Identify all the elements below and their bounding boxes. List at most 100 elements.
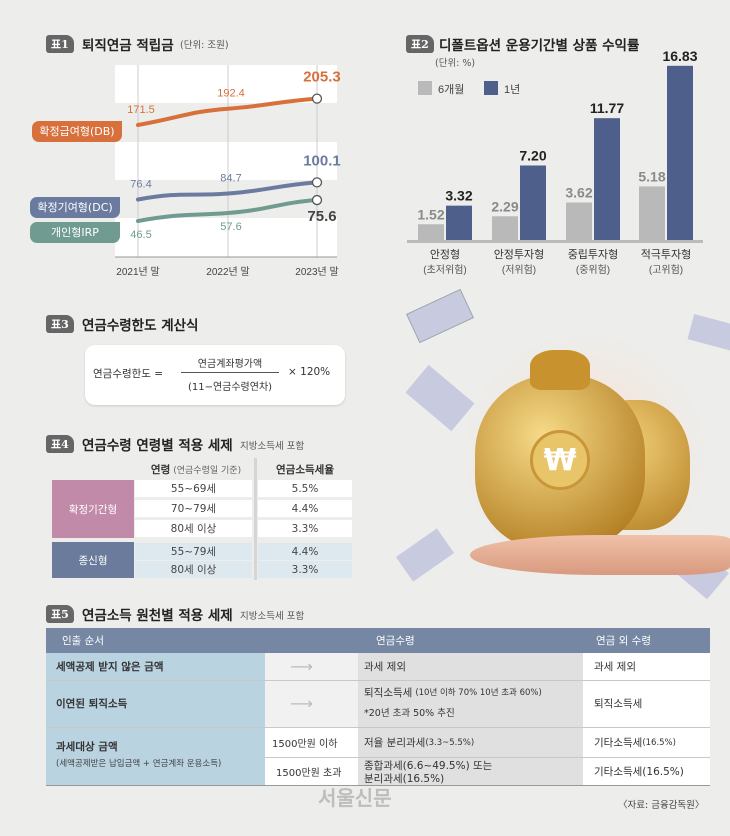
data-label: 75.6 xyxy=(307,208,336,225)
legend-irp: 개인형IRP xyxy=(30,222,120,243)
bar-value-label: 5.18 xyxy=(638,168,665,184)
category-label: 중립투자형 xyxy=(568,248,619,261)
legend-label: 1년 xyxy=(504,83,520,96)
t4-head-age-label: 연령 xyxy=(150,463,171,476)
t5-r3-note: (세액공제받은 납입금액 + 연금계좌 운용소득) xyxy=(56,759,222,769)
t5-right-bg xyxy=(583,653,710,785)
formula-denominator: (11−연금수령연차) xyxy=(187,382,273,393)
series-line xyxy=(136,198,319,223)
bar-value-label: 11.77 xyxy=(590,100,624,116)
fraction-bar xyxy=(181,372,279,373)
x-tick-label: 2023년 말 xyxy=(295,266,338,278)
chart2-title: 디폴트옵션 운용기간별 상품 수익률 xyxy=(439,38,640,54)
t5-mid-bg xyxy=(358,653,583,785)
t5-line xyxy=(46,727,710,728)
t5-line xyxy=(46,680,710,681)
grid-band xyxy=(115,218,337,257)
bar-chart: 6개월 1.52 2.29 3.62 5.18 1년 3.32 7.20 11.77 16.83 안… xyxy=(407,48,703,276)
money-bag-neck xyxy=(530,350,590,390)
t5-header-bg xyxy=(46,628,710,653)
x-tick-label: 2022년 말 xyxy=(206,266,249,278)
t5-r3a-other-main: 기타소득세 xyxy=(594,737,643,749)
bar-value-label: 3.62 xyxy=(565,185,592,201)
t5-r3a-other: 기타소득세 (16.5%) xyxy=(594,728,676,757)
t4-head-rate: 연금소득세율 xyxy=(276,463,334,476)
series-line xyxy=(136,96,319,127)
t5-r3b-pension2: 분리과세(16.5%) xyxy=(364,773,445,785)
legend-swatch xyxy=(484,81,498,95)
banknote-icon xyxy=(406,288,474,344)
bar xyxy=(492,216,518,240)
category-risk-label: (초저위험) xyxy=(423,263,466,276)
t5-head-pension: 연금수령 xyxy=(376,635,415,647)
t5-head-order: 인출 순서 xyxy=(62,635,104,647)
t4-age-cell: 55~69세 xyxy=(135,480,252,497)
category-label: 안정형 xyxy=(430,248,460,261)
end-point-marker xyxy=(311,93,323,104)
t5-head-other: 연금 외 수령 xyxy=(596,635,651,647)
chart1-unit: (단위: 조원) xyxy=(180,40,229,51)
end-point-marker xyxy=(311,194,323,206)
data-label: 100.1 xyxy=(303,152,341,169)
t5-left-bg xyxy=(46,653,265,785)
t4-rate-cell: 3.3% xyxy=(258,561,352,578)
formula-lhs: 연금수령한도 = xyxy=(93,368,164,380)
money-bag-illustration: ₩ xyxy=(380,288,730,620)
table3-title: 연금수령한도 계산식 xyxy=(82,318,199,334)
legend-db: 확정급여형(DB) xyxy=(32,121,122,142)
formula-box: 연금수령한도 = 연금계좌평가액 (11−연금수령연차) × 120% xyxy=(85,345,345,405)
category-label: 안정투자형 xyxy=(494,248,545,261)
bar-value-label: 2.29 xyxy=(491,198,518,214)
x-axis xyxy=(407,240,703,243)
t5-r1-other: 과세 제외 xyxy=(594,661,636,673)
series-line xyxy=(136,180,319,202)
t5-r3-label: 과세대상 금액 xyxy=(56,740,118,753)
hand xyxy=(470,535,730,575)
t5-r3a-pension: 저율 분리과세 (3.3~5.5%) xyxy=(364,728,474,757)
chart2-badge: 표2 xyxy=(406,35,434,53)
category-risk-label: (저위험) xyxy=(502,263,536,276)
table4-note: 지방소득세 포함 xyxy=(240,441,305,452)
arrow-right-icon: ⟶ xyxy=(290,694,313,713)
category-label: 적극투자형 xyxy=(641,248,692,261)
t4-group-life: 종신형 xyxy=(52,542,134,578)
bar xyxy=(446,205,472,240)
table4-badge: 표4 xyxy=(46,435,74,453)
banknote-icon xyxy=(687,313,730,353)
t4-age-cell: 80세 이상 xyxy=(135,520,252,537)
t5-r3b-other: 기타소득세(16.5%) xyxy=(594,766,684,778)
t4-age-cell: 80세 이상 xyxy=(135,561,252,578)
t4-divider xyxy=(254,458,257,580)
t4-age-cell: 70~79세 xyxy=(135,500,252,517)
chart1-title: 퇴직연금 적립금 xyxy=(82,38,174,54)
bar xyxy=(667,65,693,240)
bar-value-label: 3.32 xyxy=(445,188,472,204)
t4-rate-cell: 5.5% xyxy=(258,480,352,497)
table3-badge: 표3 xyxy=(46,315,74,333)
table5-title: 연금소득 원천별 적용 세제 xyxy=(82,608,233,624)
t5-r2-pension-main: 퇴직소득세 xyxy=(364,686,413,699)
t5-r3b-cond: 1500만원 초과 xyxy=(276,768,342,779)
t5-r2-other: 퇴직소득세 xyxy=(594,698,643,710)
table4-title: 연금수령 연령별 적용 세제 xyxy=(82,438,233,454)
t4-head-age-note: (연금수령일 기준) xyxy=(173,465,242,476)
arrow-right-icon: ⟶ xyxy=(290,657,313,676)
data-label: 192.4 xyxy=(217,88,245,100)
chart1-badge: 표1 xyxy=(46,35,74,53)
t4-head-age: 연령 (연금수령일 기준) xyxy=(140,460,252,478)
line-chart: 2021년 말 2022년 말 2023년 말 171.5 192.4 205.3 76.4… xyxy=(115,65,341,278)
t5-r3a-other-note: (16.5%) xyxy=(642,737,676,748)
t5-line xyxy=(46,785,710,786)
data-label: 171.5 xyxy=(127,104,155,116)
t5-r2-pension-note: (10년 이하 70% 10년 초과 60%) xyxy=(415,688,542,698)
t5-line xyxy=(265,757,710,758)
data-label: 205.3 xyxy=(303,69,341,86)
chart2-unit: (단위: %) xyxy=(435,58,476,69)
t5-r1-label: 세액공제 받지 않은 금액 xyxy=(56,661,164,673)
bar xyxy=(566,202,592,240)
data-label: 76.4 xyxy=(130,178,151,190)
data-label: 84.7 xyxy=(220,172,241,184)
data-label: 46.5 xyxy=(130,229,151,241)
banknote-icon xyxy=(395,528,455,582)
t4-rate-cell: 3.3% xyxy=(258,520,352,537)
